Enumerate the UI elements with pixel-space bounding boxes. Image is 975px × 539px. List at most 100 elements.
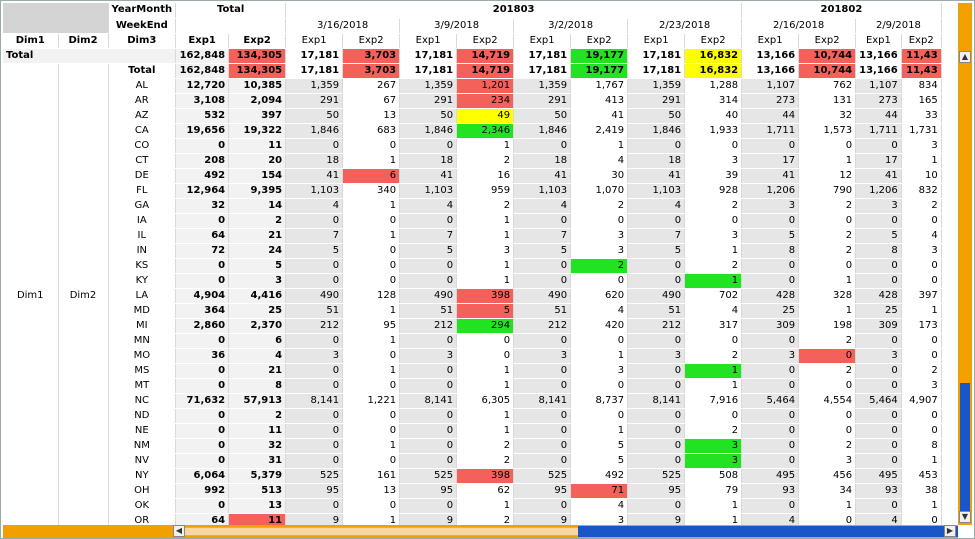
state-label[interactable]: KY: [108, 273, 177, 289]
dim-column-header[interactable]: Dim1: [3, 33, 59, 49]
cell-exp1: 291: [627, 93, 686, 109]
dim-column-header[interactable]: Dim2: [58, 33, 109, 49]
state-label[interactable]: NE: [108, 423, 177, 439]
state-label[interactable]: GA: [108, 198, 177, 214]
exp2-header[interactable]: Exp2: [570, 33, 629, 49]
cell-exp1: 7: [627, 228, 686, 244]
cell-exp2: 1: [456, 258, 515, 274]
week-header[interactable]: 2/23/2018: [627, 18, 743, 34]
exp1-header[interactable]: Exp1: [175, 33, 230, 49]
state-label[interactable]: AR: [108, 93, 177, 109]
week-header[interactable]: 2/9/2018: [855, 18, 942, 34]
table-row: NE 0 11 0 0 0 1 0 1 0 2 0 0 0 0: [3, 423, 942, 439]
cell-exp1: 0: [855, 333, 902, 349]
state-label[interactable]: DE: [108, 168, 177, 184]
exp2-header[interactable]: Exp2: [342, 33, 401, 49]
week-total-exp2: 19,177: [570, 48, 629, 64]
state-label[interactable]: AL: [108, 78, 177, 94]
cell-exp2: 3: [901, 378, 942, 394]
cell-exp2: 12: [798, 168, 857, 184]
state-label[interactable]: MI: [108, 318, 177, 334]
month-header[interactable]: 201802: [741, 3, 942, 19]
vertical-scroll-thumb[interactable]: [960, 383, 970, 523]
exp2-header[interactable]: Exp2: [901, 33, 942, 49]
month-header[interactable]: 201803: [285, 3, 743, 19]
horizontal-scroll-thumb[interactable]: [578, 526, 958, 537]
table-row: IA 0 2 0 0 0 1 0 0 0 0 0 0 0 0: [3, 213, 942, 229]
scroll-up-button[interactable]: ▲: [959, 51, 971, 63]
exp1-header[interactable]: Exp1: [399, 33, 458, 49]
cell-exp1: 0: [513, 438, 572, 454]
state-label[interactable]: OK: [108, 498, 177, 514]
cell-exp2: 0: [570, 408, 629, 424]
state-label[interactable]: CT: [108, 153, 177, 169]
cell-exp1: 1,103: [399, 183, 458, 199]
cell-exp2: 834: [901, 78, 942, 94]
cell-exp1: 490: [627, 288, 686, 304]
state-label[interactable]: NC: [108, 393, 177, 409]
exp2-header[interactable]: Exp2: [684, 33, 743, 49]
state-label[interactable]: OH: [108, 483, 177, 499]
state-label[interactable]: CA: [108, 123, 177, 139]
state-label[interactable]: MT: [108, 378, 177, 394]
row-total-exp1: 532: [175, 108, 230, 124]
state-label[interactable]: MO: [108, 348, 177, 364]
exp1-header[interactable]: Exp1: [513, 33, 572, 49]
state-label[interactable]: KS: [108, 258, 177, 274]
cell-exp2: 0: [798, 138, 857, 154]
exp1-header[interactable]: Exp1: [855, 33, 902, 49]
cell-exp1: 1,846: [627, 123, 686, 139]
table-row: CA 19,656 19,322 1,846 683 1,846 2,346 1,846 2,4…: [3, 123, 942, 139]
exp1-header[interactable]: Exp1: [285, 33, 344, 49]
cell-exp2: 508: [684, 468, 743, 484]
exp2-header[interactable]: Exp2: [228, 33, 287, 49]
cell-exp1: 8,141: [627, 393, 686, 409]
state-label[interactable]: IL: [108, 228, 177, 244]
exp1-header[interactable]: Exp1: [741, 33, 800, 49]
exp1-header[interactable]: Exp1: [627, 33, 686, 49]
row-total-exp2: 32: [228, 438, 287, 454]
row-total-exp1: 2,860: [175, 318, 230, 334]
dim-column-header[interactable]: Dim3: [108, 33, 177, 49]
scroll-left-button[interactable]: ◀: [173, 525, 185, 537]
state-label[interactable]: NY: [108, 468, 177, 484]
week-subtotal-exp2: 16,832: [684, 63, 743, 79]
state-label[interactable]: FL: [108, 183, 177, 199]
total-header[interactable]: Total: [175, 3, 287, 19]
cell-exp1: 0: [285, 138, 344, 154]
state-label[interactable]: NV: [108, 453, 177, 469]
state-label[interactable]: IA: [108, 213, 177, 229]
weekend-label[interactable]: WeekEnd: [108, 18, 177, 34]
scroll-right-button[interactable]: ▶: [944, 525, 956, 537]
week-header[interactable]: 3/9/2018: [399, 18, 515, 34]
week-header[interactable]: 3/16/2018: [285, 18, 401, 34]
vertical-scrollbar[interactable]: ▲ ▼: [958, 3, 972, 525]
scroll-down-button[interactable]: ▼: [959, 511, 971, 523]
state-label[interactable]: MS: [108, 363, 177, 379]
week-header[interactable]: 3/2/2018: [513, 18, 629, 34]
state-label[interactable]: NM: [108, 438, 177, 454]
state-label[interactable]: MN: [108, 333, 177, 349]
cell-exp2: 317: [684, 318, 743, 334]
cell-exp2: 39: [684, 168, 743, 184]
yearmonth-label[interactable]: YearMonth: [108, 3, 177, 19]
cell-exp1: 0: [627, 258, 686, 274]
exp2-header[interactable]: Exp2: [798, 33, 857, 49]
cell-exp2: 41: [570, 108, 629, 124]
state-label[interactable]: ND: [108, 408, 177, 424]
horizontal-scroll-track[interactable]: [175, 527, 580, 536]
state-label[interactable]: CO: [108, 138, 177, 154]
state-label[interactable]: MD: [108, 303, 177, 319]
cell-exp1: 1,846: [399, 123, 458, 139]
horizontal-scrollbar[interactable]: ◀ ▶: [3, 525, 958, 538]
exp2-header[interactable]: Exp2: [456, 33, 515, 49]
cell-exp1: 51: [285, 303, 344, 319]
state-label[interactable]: AZ: [108, 108, 177, 124]
state-label[interactable]: LA: [108, 288, 177, 304]
week-header[interactable]: 2/16/2018: [741, 18, 857, 34]
cell-exp2: 2: [570, 258, 629, 274]
row-total-exp2: 8: [228, 378, 287, 394]
row-total-exp2: 5,379: [228, 468, 287, 484]
cell-exp2: 95: [342, 318, 401, 334]
state-label[interactable]: IN: [108, 243, 177, 259]
